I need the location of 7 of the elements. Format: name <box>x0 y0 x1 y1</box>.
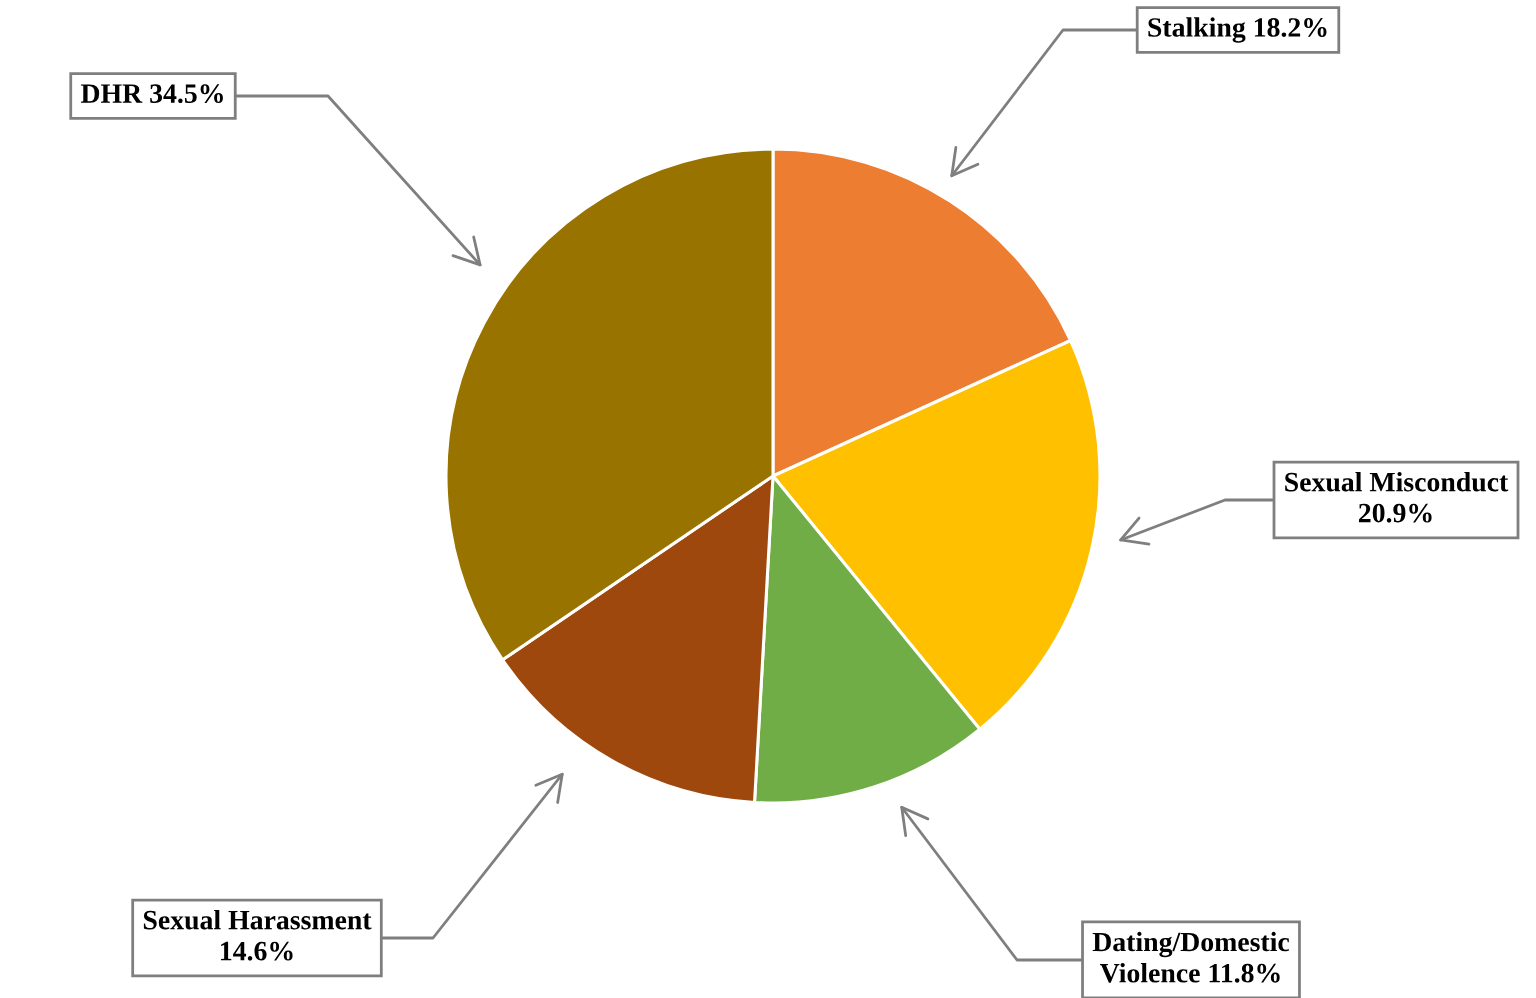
data-label: 20.9% <box>1358 503 1432 523</box>
slice-label: Dating/Domestic Violence 11.8% <box>1092 931 1290 983</box>
slice-label: DHR 34.5% <box>80 84 223 104</box>
slice-label: Sexual Harassment <box>143 909 372 930</box>
data-label: 14.6% <box>221 941 293 961</box>
slice-label: Sexual Misconduct <box>1285 471 1509 492</box>
slice-label: Stalking 18.2% <box>1148 17 1327 43</box>
